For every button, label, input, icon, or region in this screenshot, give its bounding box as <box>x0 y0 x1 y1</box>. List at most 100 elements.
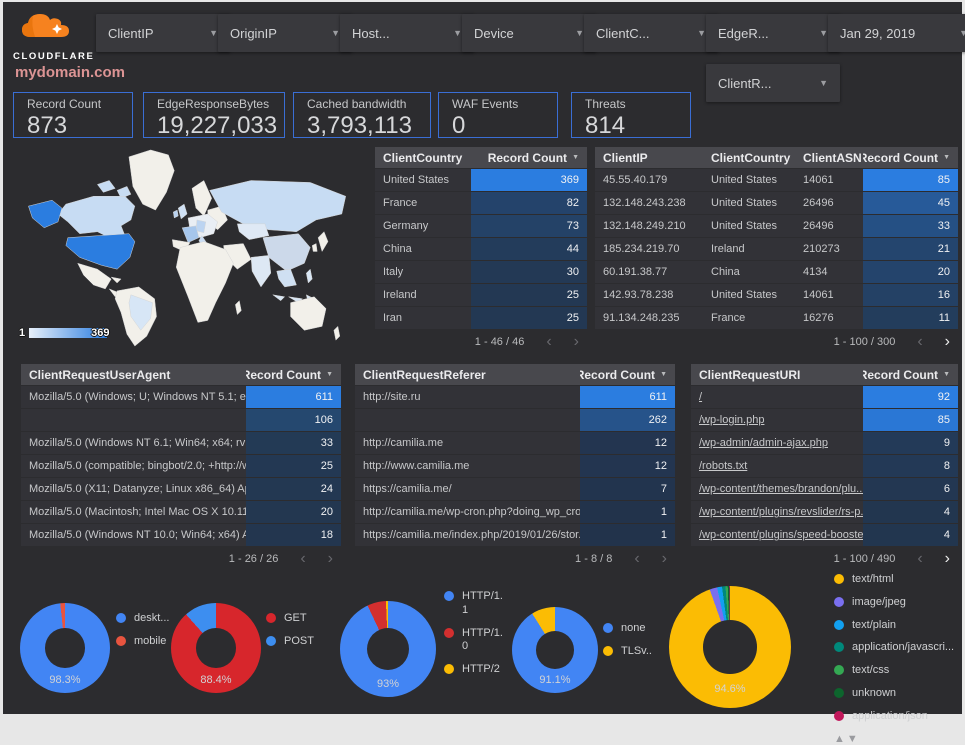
record-count-bar: 9 <box>863 432 958 454</box>
chevron-right-icon[interactable]: › <box>661 550 667 567</box>
column-header[interactable]: ClientRequestReferer <box>363 367 486 382</box>
table-row: United States 369 <box>375 169 587 191</box>
donut-percent-label: 88.4% <box>200 674 232 686</box>
record-count-bar: 1 <box>580 524 675 546</box>
uri-link[interactable]: /wp-admin/admin-ajax.php <box>699 437 829 449</box>
table-row: 60.191.38.77 China 4134 20 <box>595 261 958 283</box>
table-row: https://camilia.me/index.php/2019/01/26/… <box>355 524 675 546</box>
uri-link[interactable]: /wp-content/themes/brandon/plu... <box>699 483 863 495</box>
pagination: 1 - 100 / 300 ‹ › <box>595 329 958 355</box>
record-count-bar: 85 <box>863 409 958 431</box>
table-row: Iran 25 <box>375 307 587 329</box>
protocol-legend: HTTP/1.1 HTTP/1.0 HTTP/2 <box>444 590 508 686</box>
table-row: / 92 <box>691 386 958 408</box>
filter-originip[interactable]: OriginIP ▼ <box>218 14 352 52</box>
column-header[interactable]: ClientCountry <box>711 150 791 165</box>
pagination: 1 - 100 / 490 ‹ › <box>691 546 958 572</box>
sort-desc-icon: ▼ <box>572 154 579 161</box>
table-row: https://camilia.me/7 <box>355 478 675 500</box>
uri-link[interactable]: /robots.txt <box>699 460 748 472</box>
column-header-sorted[interactable]: Record Count ▼ <box>580 367 667 382</box>
filter-clientrequest[interactable]: ClientR... ▼ <box>706 64 840 102</box>
record-count-bar: 106 <box>246 409 341 431</box>
uri-link[interactable]: /wp-login.php <box>699 414 765 426</box>
uri-link[interactable]: /wp-content/plugins/revslider/rs-p... <box>699 506 863 518</box>
table-row: 185.234.219.70 Ireland 210273 21 <box>595 238 958 260</box>
legend-dot <box>834 619 844 630</box>
filter-host[interactable]: Host... ▼ <box>340 14 474 52</box>
scroll-up-icon[interactable]: ▲ <box>834 733 847 745</box>
record-count-bar: 11 <box>863 307 958 329</box>
table-row: Mozilla/5.0 (X11; Datanyze; Linux x86_64… <box>21 478 341 500</box>
uri-link[interactable]: /wp-content/plugins/speed-booste... <box>699 529 863 541</box>
chevron-right-icon[interactable]: › <box>327 550 333 567</box>
record-count-bar: 92 <box>863 386 958 408</box>
donut-percent-label: 91.1% <box>539 674 571 686</box>
legend-scroll-arrows[interactable]: ▲▼ <box>834 733 954 745</box>
legend-dot <box>834 642 844 653</box>
device-legend: deskt... mobile <box>116 612 169 658</box>
record-count-bar: 45 <box>863 192 958 214</box>
record-count-bar: 25 <box>471 284 587 306</box>
column-header[interactable]: ClientRequestURI <box>699 367 801 382</box>
date-range-picker[interactable]: Jan 29, 2019 ▼ <box>828 14 965 52</box>
chevron-down-icon: ▼ <box>959 28 965 38</box>
column-header-sorted[interactable]: Record Count ▼ <box>863 367 950 382</box>
legend-dot <box>603 645 613 656</box>
tls-legend: none TLSv.. <box>603 622 652 668</box>
record-count-bar: 18 <box>246 524 341 546</box>
legend-dot <box>444 664 454 674</box>
referer-table: ClientRequestReferer Record Count ▼ http:… <box>355 364 675 572</box>
page-range: 1 - 100 / 300 <box>833 336 896 348</box>
column-header-sorted[interactable]: Record Count ▼ <box>863 150 950 165</box>
table-row: Ireland 25 <box>375 284 587 306</box>
uri-link[interactable]: / <box>699 391 703 403</box>
page-title: mydomain.com <box>15 64 126 81</box>
record-count-bar: 16 <box>863 284 958 306</box>
chevron-left-icon[interactable]: ‹ <box>546 333 552 350</box>
scorecard-threats: Threats 814 <box>571 92 691 139</box>
record-count-bar: 85 <box>863 169 958 191</box>
chevron-left-icon[interactable]: ‹ <box>917 550 923 567</box>
record-count-bar: 12 <box>580 432 675 454</box>
record-count-bar: 611 <box>580 386 675 408</box>
table-row: 142.93.78.238 United States 14061 16 <box>595 284 958 306</box>
scorecard-record-count: Record Count 873 <box>13 92 133 139</box>
column-header[interactable]: ClientASN <box>803 150 862 165</box>
donut-percent-label: 98.3% <box>49 674 81 686</box>
chevron-right-icon[interactable]: › <box>944 550 950 567</box>
legend-dot <box>834 596 844 607</box>
table-row: http://site.ru 611 <box>355 386 675 408</box>
chevron-left-icon[interactable]: ‹ <box>917 333 923 350</box>
chevron-left-icon[interactable]: ‹ <box>634 550 640 567</box>
legend-dot <box>834 665 844 675</box>
table-row: /wp-content/themes/brandon/plu... 6 <box>691 478 958 500</box>
chevron-down-icon: ▼ <box>697 28 706 38</box>
column-header[interactable]: ClientIP <box>603 150 648 165</box>
record-count-bar: 25 <box>246 455 341 477</box>
column-header-sorted[interactable]: Record Count ▼ <box>246 367 333 382</box>
table-row: 91.134.248.235 France 16276 11 <box>595 307 958 329</box>
chevron-right-icon[interactable]: › <box>573 333 579 350</box>
filter-edgeresponse[interactable]: EdgeR... ▼ <box>706 14 840 52</box>
column-header-sorted[interactable]: Record Count ▼ <box>487 150 579 165</box>
table-row: Mozilla/5.0 (Macintosh; Intel Mac OS X 1… <box>21 501 341 523</box>
page-range: 1 - 46 / 46 <box>474 336 525 348</box>
column-header[interactable]: ClientCountry <box>383 150 463 165</box>
filter-clientip[interactable]: ClientIP ▼ <box>96 14 230 52</box>
scroll-down-icon[interactable]: ▼ <box>846 733 860 745</box>
column-header[interactable]: ClientRequestUserAgent <box>29 367 171 382</box>
page-range: 1 - 26 / 26 <box>228 553 279 565</box>
record-count-bar: 262 <box>580 409 675 431</box>
record-count-bar: 4 <box>863 524 958 546</box>
table-row: 106 <box>21 409 341 431</box>
chevron-right-icon[interactable]: › <box>944 333 950 350</box>
chevron-left-icon[interactable]: ‹ <box>300 550 306 567</box>
filter-clientcountry[interactable]: ClientC... ▼ <box>584 14 718 52</box>
record-count-bar: 30 <box>471 261 587 283</box>
dashboard-root: { "header": { "logo_text": "CLOUDFLARE",… <box>3 2 965 745</box>
record-count-bar: 33 <box>246 432 341 454</box>
cloudflare-cloud-icon <box>22 14 69 37</box>
filter-device[interactable]: Device ▼ <box>462 14 596 52</box>
geo-map: 1 369 <box>13 147 371 349</box>
